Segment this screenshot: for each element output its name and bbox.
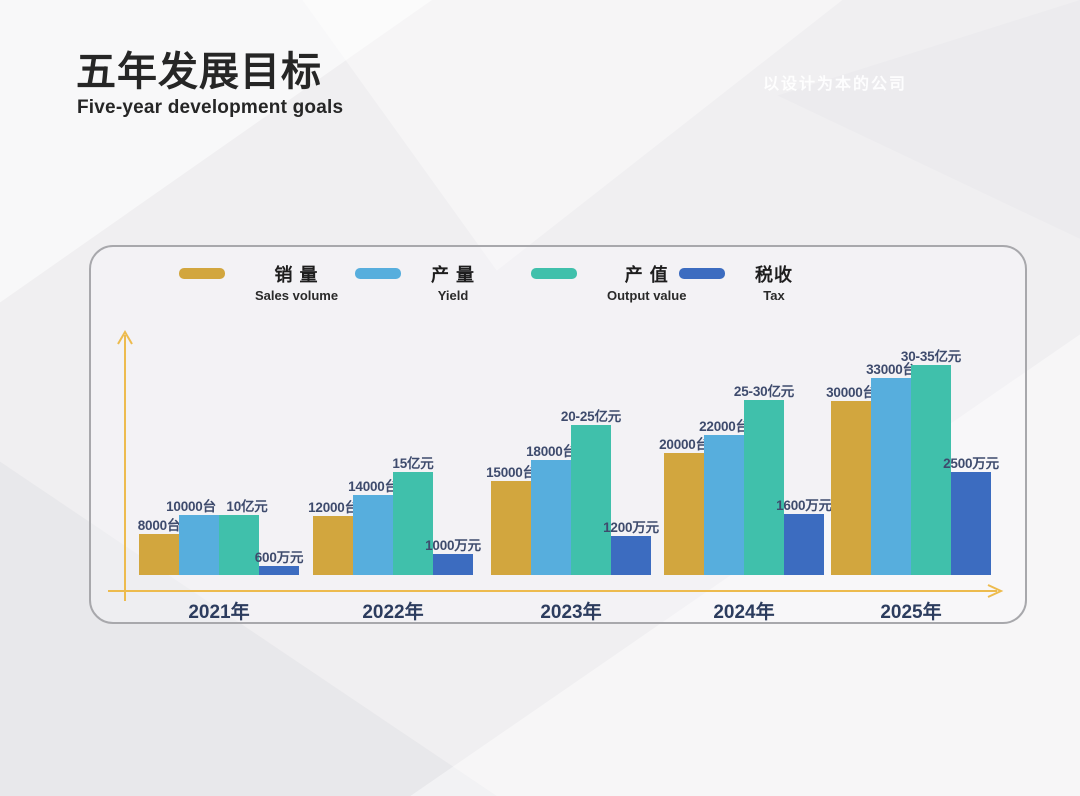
bar-sales-volume bbox=[491, 481, 531, 575]
bar-value-label: 10000台 bbox=[166, 499, 216, 514]
bar-tax bbox=[433, 554, 473, 575]
chart-panel: 销 量 Sales volume 产 量 Yield 产 值 Output va… bbox=[89, 245, 1027, 624]
bar-yield bbox=[704, 435, 744, 575]
bar-value-label: 1000万元 bbox=[425, 538, 481, 553]
legend-label-zh: 销 量 bbox=[274, 265, 319, 285]
bar-output-value bbox=[911, 365, 951, 575]
legend-label-zh: 产 量 bbox=[431, 265, 476, 285]
legend-label-en: Output value bbox=[607, 288, 687, 303]
x-axis-category: 2021年 bbox=[188, 602, 250, 623]
bar-value-label: 30000台 bbox=[826, 385, 876, 400]
bar-output-value bbox=[571, 425, 611, 575]
bar-output-value bbox=[219, 515, 259, 575]
bar-value-label: 22000台 bbox=[699, 419, 749, 434]
bar-value-label: 2500万元 bbox=[943, 456, 999, 471]
bar-value-label: 14000台 bbox=[348, 479, 398, 494]
legend-label-zh: 产 值 bbox=[624, 265, 669, 285]
legend-swatch-sales-volume bbox=[179, 268, 225, 279]
bar-chart: 8000台 10000台 10亿元 600万元 2021年 12000台 14000台 15亿… bbox=[91, 247, 1025, 623]
legend-item-yield: 产 量 Yield bbox=[355, 261, 475, 303]
bar-value-label: 30-35亿元 bbox=[900, 349, 962, 364]
bar-value-label: 1200万元 bbox=[603, 520, 659, 535]
x-axis-category: 2025年 bbox=[880, 602, 942, 623]
bar-value-label: 10亿元 bbox=[226, 499, 268, 514]
legend-label-en: Sales volume bbox=[255, 288, 339, 303]
bar-sales-volume bbox=[313, 516, 353, 575]
legend-label-en: Tax bbox=[763, 288, 785, 303]
bar-value-label: 12000台 bbox=[308, 500, 358, 515]
legend-label-en: Yield bbox=[437, 288, 469, 303]
x-axis-category: 2024年 bbox=[713, 602, 775, 623]
bar-value-label: 33000台 bbox=[866, 362, 916, 377]
bar-sales-volume bbox=[139, 534, 179, 575]
bar-tax bbox=[611, 536, 651, 575]
bar-value-label: 15000台 bbox=[486, 465, 536, 480]
bar-yield bbox=[353, 495, 393, 575]
legend-item-tax: 税收 Tax bbox=[679, 261, 793, 303]
watermark: 以设计为本的公司 bbox=[763, 76, 908, 93]
bar-sales-volume bbox=[831, 401, 871, 575]
bar-value-label: 8000台 bbox=[137, 518, 181, 533]
bar-value-label: 20000台 bbox=[659, 437, 709, 452]
legend-swatch-tax bbox=[679, 268, 725, 279]
bar-value-label: 20-25亿元 bbox=[560, 409, 622, 424]
bar-yield bbox=[179, 515, 219, 575]
page-title: 五年发展目标 bbox=[76, 50, 322, 94]
bar-value-label: 18000台 bbox=[526, 444, 576, 459]
bar-value-label: 15亿元 bbox=[392, 456, 434, 471]
legend-item-sales-volume: 销 量 Sales volume bbox=[179, 261, 338, 303]
x-axis-category: 2023年 bbox=[540, 602, 602, 623]
bar-tax bbox=[259, 566, 299, 575]
bar-value-label: 1600万元 bbox=[776, 498, 832, 513]
bar-output-value bbox=[744, 400, 784, 575]
bar-yield bbox=[531, 460, 571, 575]
axes bbox=[108, 330, 1004, 601]
x-axis-category: 2022年 bbox=[362, 602, 424, 623]
bars-layer: 8000台 10000台 10亿元 600万元 2021年 12000台 14000台 15亿… bbox=[91, 247, 1025, 623]
bar-value-label: 600万元 bbox=[254, 550, 304, 565]
page-subtitle: Five-year development goals bbox=[77, 97, 344, 118]
bar-tax bbox=[951, 472, 991, 575]
bar-value-label: 25-30亿元 bbox=[733, 384, 795, 399]
legend-item-output-value: 产 值 Output value bbox=[531, 261, 686, 303]
bar-tax bbox=[784, 514, 824, 575]
bar-output-value bbox=[393, 472, 433, 575]
legend-swatch-output-value bbox=[531, 268, 577, 279]
legend-swatch-yield bbox=[355, 268, 401, 279]
bar-yield bbox=[871, 378, 911, 575]
bar-sales-volume bbox=[664, 453, 704, 575]
legend-label-zh: 税收 bbox=[755, 265, 793, 285]
